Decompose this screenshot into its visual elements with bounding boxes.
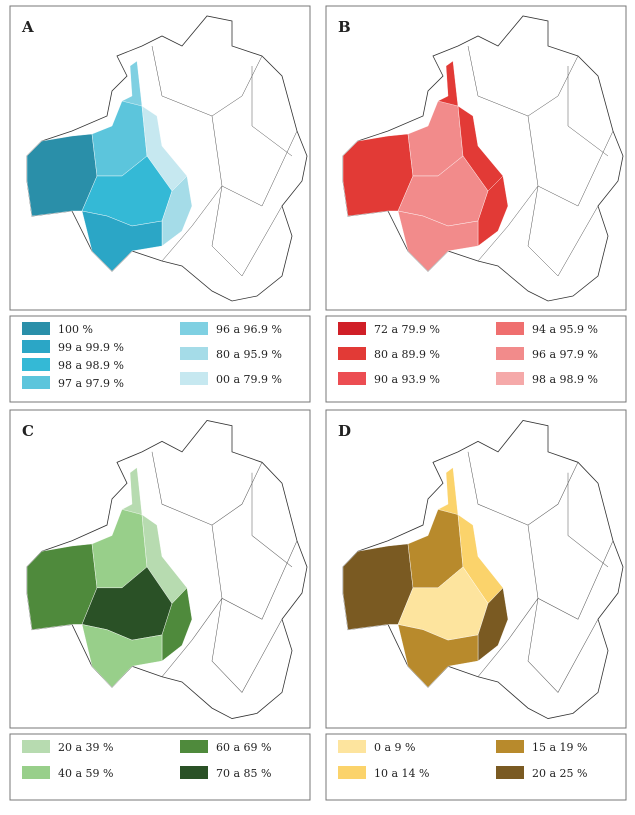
colored-municipality	[121, 467, 143, 515]
legend-swatch	[180, 347, 208, 360]
legend-swatch	[22, 340, 50, 353]
municipal-border	[211, 598, 283, 693]
municipal-border	[161, 598, 223, 677]
colored-municipality	[437, 60, 459, 107]
legend-box	[325, 733, 627, 801]
legend-label: 96 a 96.9 %	[216, 323, 282, 336]
municipal-border	[161, 185, 223, 262]
panel-label: D	[338, 422, 351, 440]
legend-swatch	[22, 766, 50, 779]
municipal-border	[211, 185, 283, 277]
legend-swatch	[180, 322, 208, 335]
legend-swatch	[22, 358, 50, 371]
legend-label: 90 a 93.9 %	[374, 373, 440, 386]
legend-label: 10 a 14 %	[374, 767, 430, 780]
legend-swatch	[338, 372, 366, 385]
legend-swatch	[338, 347, 366, 360]
legend-swatch	[496, 347, 524, 360]
municipal-border	[251, 472, 293, 568]
panel-label: B	[338, 18, 351, 36]
legend-label: 100 %	[58, 323, 93, 336]
legend-swatch	[180, 740, 208, 753]
legend-swatch	[338, 766, 366, 779]
legend-swatch	[496, 766, 524, 779]
legend-label: 96 a 97.9 %	[532, 348, 598, 361]
municipal-border	[527, 185, 599, 277]
municipal-border	[527, 115, 614, 207]
municipal-border	[477, 185, 539, 262]
legend-label: 20 a 39 %	[58, 741, 114, 754]
colored-municipality	[437, 467, 459, 515]
colored-municipality	[397, 210, 479, 272]
municipal-border	[567, 66, 609, 157]
map	[26, 15, 308, 302]
legend-label: 98 a 98.9 %	[532, 373, 598, 386]
panel-label: A	[21, 18, 34, 36]
map	[26, 420, 308, 720]
legend-label: 72 a 79.9 %	[374, 323, 440, 336]
municipal-border	[527, 598, 599, 693]
colored-municipality	[81, 210, 163, 272]
municipal-border	[211, 115, 298, 207]
legend-swatch	[22, 740, 50, 753]
legend-swatch	[496, 740, 524, 753]
legend-label: 80 a 89.9 %	[374, 348, 440, 361]
legend-box	[9, 315, 311, 403]
legend-swatch	[180, 766, 208, 779]
colored-municipality	[397, 624, 479, 688]
municipal-border	[477, 598, 539, 677]
legend-swatch	[180, 372, 208, 385]
municipal-border	[211, 525, 298, 620]
legend-label: 98 a 98.9 %	[58, 359, 124, 372]
legend-label: 20 a 25 %	[532, 767, 588, 780]
legend-swatch	[22, 322, 50, 335]
legend-swatch	[496, 322, 524, 335]
legend-swatch	[22, 376, 50, 389]
legend-label: 80 a 95.9 %	[216, 348, 282, 361]
legend-label: 94 a 95.9 %	[532, 323, 598, 336]
legend-label: 00 a 79.9 %	[216, 373, 282, 386]
legend-swatch	[338, 740, 366, 753]
legend-label: 60 a 69 %	[216, 741, 272, 754]
legend-label: 97 a 97.9 %	[58, 377, 124, 390]
municipal-border	[527, 525, 614, 620]
legend-box	[9, 733, 311, 801]
legend-swatch	[496, 372, 524, 385]
legend-swatch	[338, 322, 366, 335]
colored-municipality	[81, 624, 163, 688]
legend-label: 40 a 59 %	[58, 767, 114, 780]
legend-label: 70 a 85 %	[216, 767, 272, 780]
municipal-border	[251, 66, 293, 157]
municipal-border	[567, 472, 609, 568]
legend-label: 0 a 9 %	[374, 741, 416, 754]
legend-label: 99 a 99.9 %	[58, 341, 124, 354]
legend-label: 15 a 19 %	[532, 741, 588, 754]
map	[342, 15, 624, 302]
map	[342, 420, 624, 720]
colored-municipality	[121, 60, 143, 107]
legend-box	[325, 315, 627, 403]
panel-label: C	[22, 422, 34, 440]
